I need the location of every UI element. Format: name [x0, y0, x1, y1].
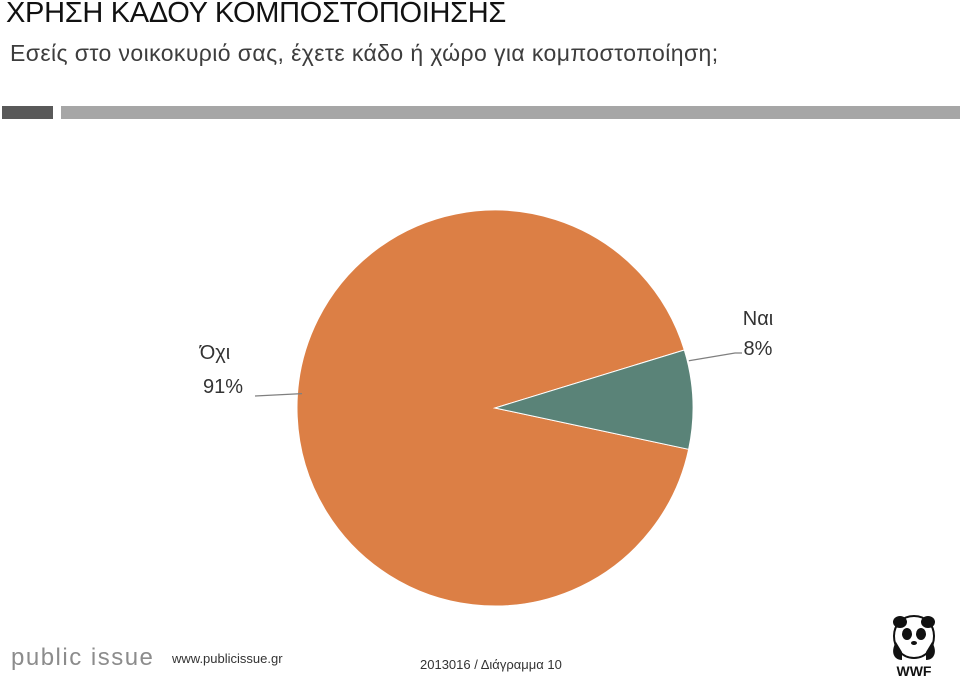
header-accent-bar-light: [61, 106, 960, 119]
header-accent-bar-dark: [2, 106, 53, 119]
leader-line-nai: [688, 352, 742, 362]
pie-slice-nai: [493, 349, 694, 450]
leader-line-ochi: [254, 393, 303, 397]
page-title: ΧΡΗΣΗ ΚΑΔΟΥ ΚΟΜΠΟΣΤΟΠΟΙΗΣΗΣ: [6, 0, 507, 29]
public-issue-logo: public issue: [11, 644, 155, 671]
data-label-ochi-value: 91%: [203, 376, 243, 398]
footer-url: www.publicissue.gr: [172, 651, 283, 666]
footer-chart-code: 2013016 / Διάγραμμα 10: [420, 657, 562, 672]
wwf-panda-logo: WWF: [892, 614, 936, 679]
data-label-ochi-name: Όχι: [199, 342, 230, 364]
data-label-nai-name: Ναι: [743, 308, 773, 330]
page-subtitle: Εσείς στο νοικοκυριό σας, έχετε κάδο ή χ…: [10, 40, 719, 66]
pie-slice-ochi: [296, 209, 690, 607]
data-label-nai-value: 8%: [744, 338, 773, 360]
wwf-logo-text: WWF: [897, 663, 932, 679]
